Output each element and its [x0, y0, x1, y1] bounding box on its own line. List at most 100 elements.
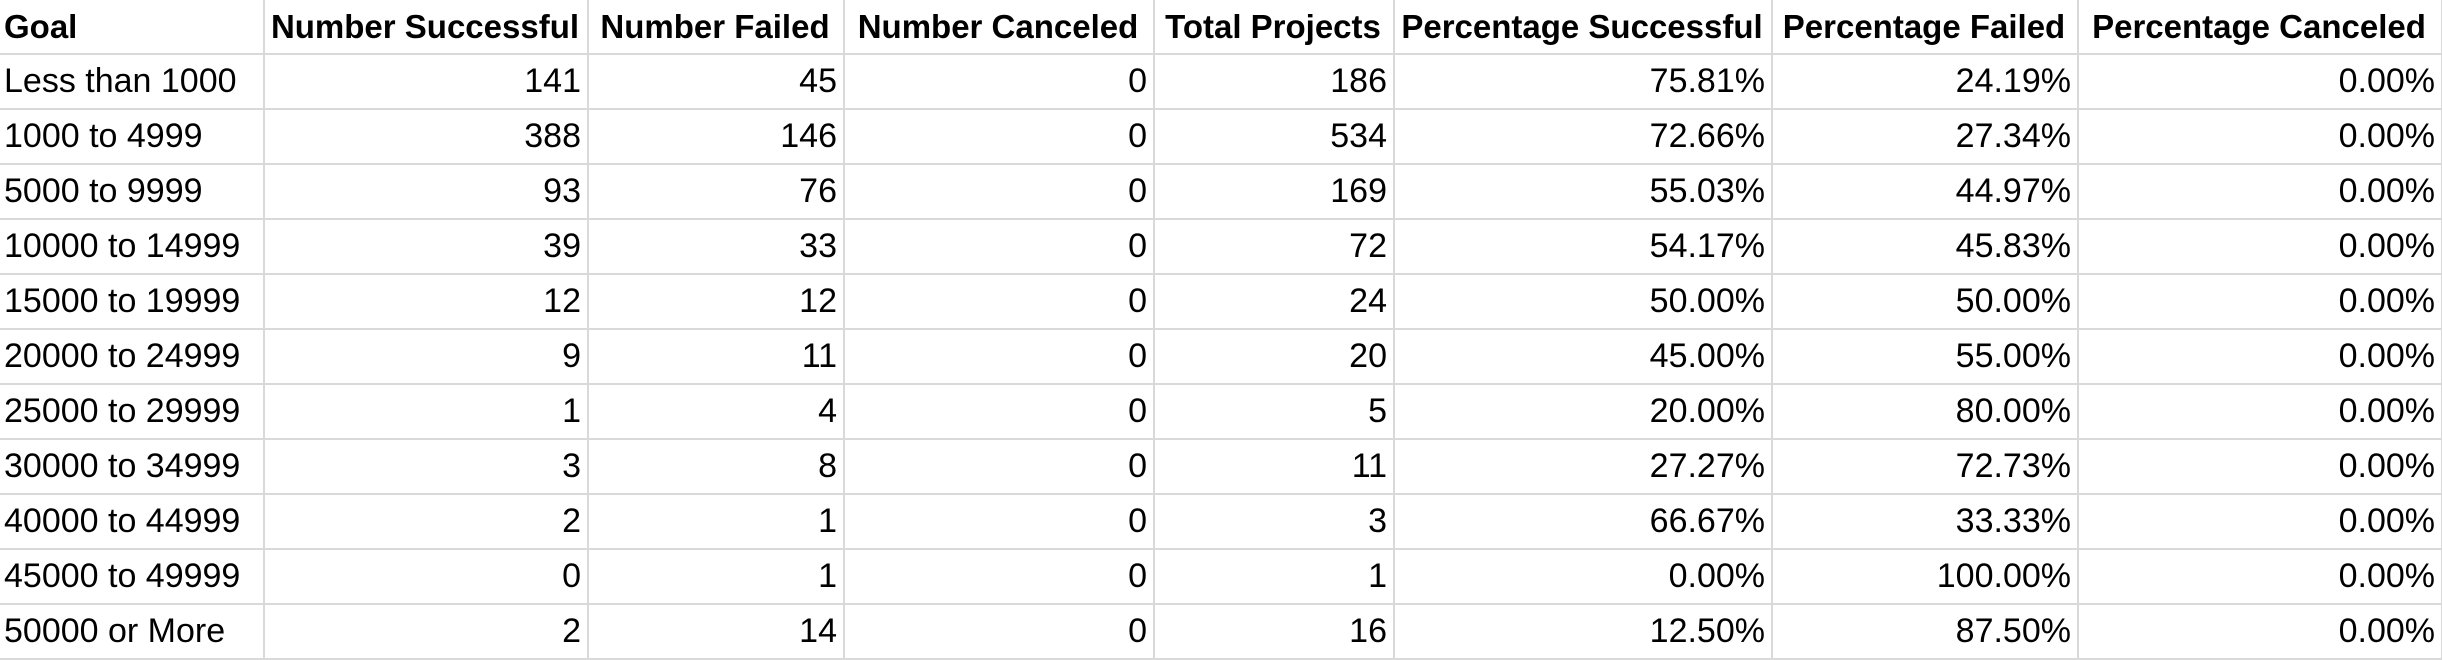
table-row: 20000 to 24999 9 11 0 20 45.00% 55.00% 0.00% [0, 329, 2442, 385]
cell-number-canceled[interactable]: 0 [844, 219, 1155, 275]
cell-percentage-canceled[interactable]: 0.00% [2078, 54, 2442, 110]
cell-percentage-successful[interactable]: 66.67% [1394, 494, 1773, 550]
cell-number-failed[interactable]: 8 [588, 439, 845, 495]
cell-number-successful[interactable]: 2 [264, 494, 589, 550]
cell-number-successful[interactable]: 12 [264, 274, 589, 330]
cell-total-projects[interactable]: 3 [1154, 494, 1395, 550]
cell-number-canceled[interactable]: 0 [844, 274, 1155, 330]
cell-number-successful[interactable]: 2 [264, 604, 589, 660]
cell-number-failed[interactable]: 14 [588, 604, 845, 660]
cell-goal[interactable]: 25000 to 29999 [0, 384, 265, 440]
cell-percentage-failed[interactable]: 55.00% [1772, 329, 2079, 385]
header-cell-percentage-successful[interactable]: Percentage Successful [1394, 0, 1773, 55]
cell-total-projects[interactable]: 186 [1154, 54, 1395, 110]
cell-percentage-canceled[interactable]: 0.00% [2078, 494, 2442, 550]
cell-percentage-failed[interactable]: 44.97% [1772, 164, 2079, 220]
cell-percentage-successful[interactable]: 50.00% [1394, 274, 1773, 330]
cell-number-canceled[interactable]: 0 [844, 549, 1155, 605]
header-cell-number-failed[interactable]: Number Failed [588, 0, 845, 55]
cell-total-projects[interactable]: 72 [1154, 219, 1395, 275]
cell-percentage-failed[interactable]: 33.33% [1772, 494, 2079, 550]
header-cell-number-canceled[interactable]: Number Canceled [844, 0, 1155, 55]
cell-number-canceled[interactable]: 0 [844, 54, 1155, 110]
cell-number-failed[interactable]: 4 [588, 384, 845, 440]
cell-percentage-failed[interactable]: 80.00% [1772, 384, 2079, 440]
cell-percentage-successful[interactable]: 54.17% [1394, 219, 1773, 275]
cell-total-projects[interactable]: 5 [1154, 384, 1395, 440]
cell-goal[interactable]: 5000 to 9999 [0, 164, 265, 220]
cell-number-failed[interactable]: 146 [588, 109, 845, 165]
cell-total-projects[interactable]: 534 [1154, 109, 1395, 165]
cell-percentage-successful[interactable]: 72.66% [1394, 109, 1773, 165]
cell-percentage-canceled[interactable]: 0.00% [2078, 439, 2442, 495]
cell-percentage-canceled[interactable]: 0.00% [2078, 219, 2442, 275]
cell-number-canceled[interactable]: 0 [844, 494, 1155, 550]
cell-percentage-canceled[interactable]: 0.00% [2078, 604, 2442, 660]
cell-goal[interactable]: 30000 to 34999 [0, 439, 265, 495]
cell-number-successful[interactable]: 1 [264, 384, 589, 440]
table-row: 40000 to 44999 2 1 0 3 66.67% 33.33% 0.00% [0, 494, 2442, 550]
cell-percentage-successful[interactable]: 0.00% [1394, 549, 1773, 605]
cell-percentage-failed[interactable]: 27.34% [1772, 109, 2079, 165]
cell-number-successful[interactable]: 3 [264, 439, 589, 495]
cell-total-projects[interactable]: 169 [1154, 164, 1395, 220]
cell-total-projects[interactable]: 11 [1154, 439, 1395, 495]
cell-number-canceled[interactable]: 0 [844, 439, 1155, 495]
cell-number-canceled[interactable]: 0 [844, 604, 1155, 660]
header-cell-total-projects[interactable]: Total Projects [1154, 0, 1395, 55]
cell-number-failed[interactable]: 45 [588, 54, 845, 110]
cell-number-successful[interactable]: 39 [264, 219, 589, 275]
cell-number-failed[interactable]: 11 [588, 329, 845, 385]
cell-number-canceled[interactable]: 0 [844, 384, 1155, 440]
cell-percentage-canceled[interactable]: 0.00% [2078, 109, 2442, 165]
header-cell-goal[interactable]: Goal [0, 0, 265, 55]
cell-percentage-canceled[interactable]: 0.00% [2078, 384, 2442, 440]
cell-total-projects[interactable]: 16 [1154, 604, 1395, 660]
cell-number-failed[interactable]: 1 [588, 549, 845, 605]
cell-number-canceled[interactable]: 0 [844, 109, 1155, 165]
table-row: 1000 to 4999 388 146 0 534 72.66% 27.34% 0.00% [0, 109, 2442, 165]
cell-goal[interactable]: 1000 to 4999 [0, 109, 265, 165]
cell-number-successful[interactable]: 388 [264, 109, 589, 165]
cell-goal[interactable]: 10000 to 14999 [0, 219, 265, 275]
cell-percentage-successful[interactable]: 12.50% [1394, 604, 1773, 660]
header-cell-percentage-failed[interactable]: Percentage Failed [1772, 0, 2079, 55]
cell-percentage-failed[interactable]: 50.00% [1772, 274, 2079, 330]
cell-total-projects[interactable]: 20 [1154, 329, 1395, 385]
cell-goal[interactable]: 40000 to 44999 [0, 494, 265, 550]
cell-percentage-successful[interactable]: 75.81% [1394, 54, 1773, 110]
cell-percentage-failed[interactable]: 100.00% [1772, 549, 2079, 605]
cell-number-successful[interactable]: 0 [264, 549, 589, 605]
cell-number-successful[interactable]: 141 [264, 54, 589, 110]
cell-number-canceled[interactable]: 0 [844, 329, 1155, 385]
cell-number-canceled[interactable]: 0 [844, 164, 1155, 220]
cell-percentage-canceled[interactable]: 0.00% [2078, 164, 2442, 220]
table-body: Less than 1000 141 45 0 186 75.81% 24.19% 0.00%… [0, 54, 2442, 660]
cell-percentage-successful[interactable]: 55.03% [1394, 164, 1773, 220]
cell-goal[interactable]: 20000 to 24999 [0, 329, 265, 385]
cell-total-projects[interactable]: 1 [1154, 549, 1395, 605]
cell-goal[interactable]: Less than 1000 [0, 54, 265, 110]
cell-number-failed[interactable]: 76 [588, 164, 845, 220]
cell-number-successful[interactable]: 93 [264, 164, 589, 220]
cell-goal[interactable]: 15000 to 19999 [0, 274, 265, 330]
cell-percentage-successful[interactable]: 27.27% [1394, 439, 1773, 495]
cell-goal[interactable]: 50000 or More [0, 604, 265, 660]
cell-total-projects[interactable]: 24 [1154, 274, 1395, 330]
cell-percentage-canceled[interactable]: 0.00% [2078, 549, 2442, 605]
cell-number-failed[interactable]: 1 [588, 494, 845, 550]
header-cell-number-successful[interactable]: Number Successful [264, 0, 589, 55]
cell-percentage-failed[interactable]: 72.73% [1772, 439, 2079, 495]
header-cell-percentage-canceled[interactable]: Percentage Canceled [2078, 0, 2442, 55]
cell-number-failed[interactable]: 33 [588, 219, 845, 275]
cell-percentage-failed[interactable]: 45.83% [1772, 219, 2079, 275]
cell-number-failed[interactable]: 12 [588, 274, 845, 330]
cell-percentage-successful[interactable]: 45.00% [1394, 329, 1773, 385]
cell-percentage-failed[interactable]: 24.19% [1772, 54, 2079, 110]
cell-percentage-canceled[interactable]: 0.00% [2078, 329, 2442, 385]
cell-percentage-canceled[interactable]: 0.00% [2078, 274, 2442, 330]
cell-percentage-successful[interactable]: 20.00% [1394, 384, 1773, 440]
cell-percentage-failed[interactable]: 87.50% [1772, 604, 2079, 660]
cell-number-successful[interactable]: 9 [264, 329, 589, 385]
cell-goal[interactable]: 45000 to 49999 [0, 549, 265, 605]
